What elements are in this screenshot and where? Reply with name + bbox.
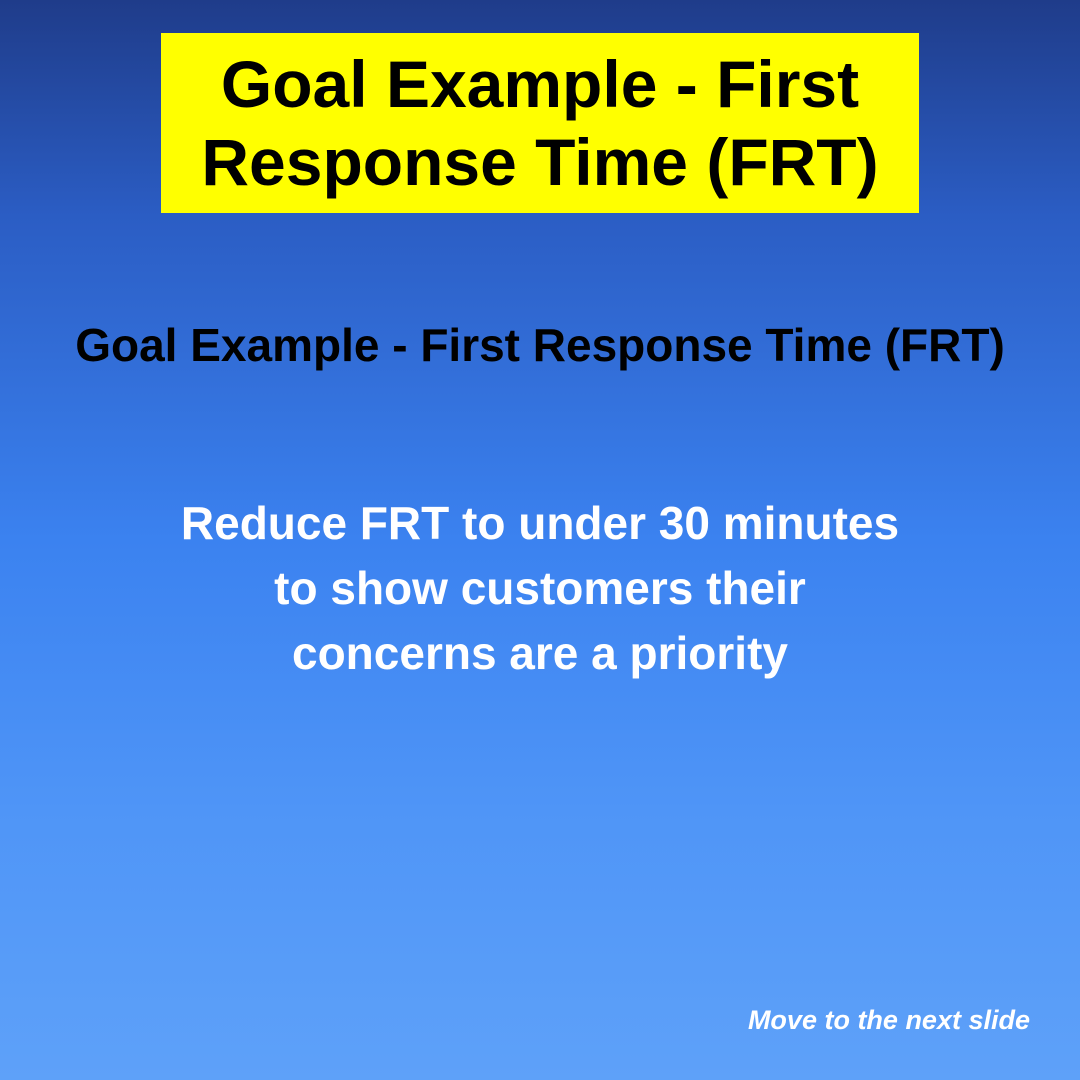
goal-description: Reduce FRT to under 30 minutes to show c… [180, 497, 900, 679]
next-slide-link[interactable]: Move to the next slide [747, 1005, 1030, 1035]
slide-subtitle: Goal Example - First Response Time (FRT) [75, 319, 1005, 371]
slide-title: Goal Example - First Response Time (FRT) [201, 47, 879, 199]
title-banner: Goal Example - First Response Time (FRT) [161, 33, 919, 213]
